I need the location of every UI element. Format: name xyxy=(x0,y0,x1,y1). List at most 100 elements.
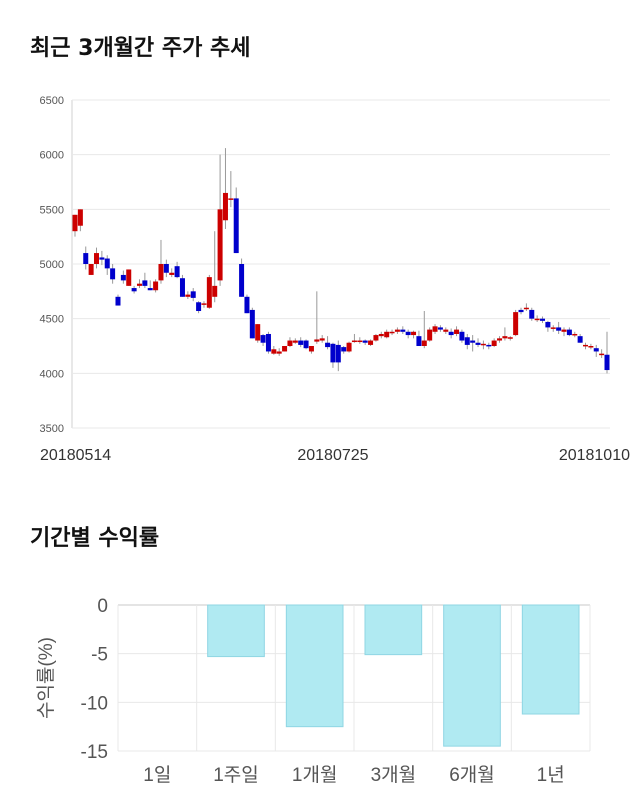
price-trend-title: 최근 3개월간 주가 추세 xyxy=(30,36,251,61)
candle-body xyxy=(77,209,83,226)
x-category-label: 1주일 xyxy=(213,764,259,786)
y-tick-label: -10 xyxy=(81,693,108,714)
candle-body xyxy=(282,346,288,352)
y-tick-label: -5 xyxy=(91,645,108,666)
candlestick-chart: 6500 6000 5500 5000 4500 4000 3500 20180514 2018… xyxy=(40,95,631,464)
candle-body xyxy=(228,198,234,200)
candle-body xyxy=(185,294,191,297)
candle-body xyxy=(373,335,379,341)
candle-body xyxy=(389,331,395,334)
candle-body xyxy=(518,309,524,313)
x-category-label: 6개월 xyxy=(449,764,495,786)
y-tick-label: 0 xyxy=(97,596,108,617)
candle-body xyxy=(368,340,374,345)
return-bar xyxy=(285,604,344,728)
candle-body xyxy=(491,340,497,346)
returns-title: 기간별 수익률 xyxy=(30,526,160,551)
candle-body xyxy=(174,266,180,278)
candle-body xyxy=(593,348,599,352)
candle-body xyxy=(222,192,228,221)
y-tick-label: 5000 xyxy=(40,259,64,271)
y-axis-label: 수익률(%) xyxy=(35,637,57,719)
candle-body xyxy=(432,326,438,332)
candle-body xyxy=(454,329,460,334)
candle-body xyxy=(604,354,610,371)
x-tick-label: 20180514 xyxy=(40,447,111,464)
candle-body xyxy=(249,309,255,339)
candle-body xyxy=(190,291,196,298)
candle-body xyxy=(153,281,159,291)
y-tick-label: 4500 xyxy=(40,314,64,326)
candle-body xyxy=(335,344,341,363)
return-bar xyxy=(521,604,580,715)
candle-body xyxy=(502,336,508,339)
candle-body xyxy=(362,340,368,343)
candle-body xyxy=(556,327,562,331)
candle-body xyxy=(233,198,239,254)
candle-body xyxy=(217,209,223,281)
candle-body xyxy=(147,288,153,291)
candle-body xyxy=(319,338,325,341)
y-tick-label: 5500 xyxy=(40,204,64,216)
candle-body xyxy=(120,274,126,281)
candle-body xyxy=(239,264,245,297)
candle-body xyxy=(599,353,605,356)
candle-body xyxy=(136,283,142,286)
candle-body xyxy=(298,340,304,345)
candle-body xyxy=(384,331,390,338)
candle-body xyxy=(464,337,470,345)
candle-body xyxy=(330,343,336,363)
x-category-label: 1년 xyxy=(537,764,565,786)
candle-body xyxy=(459,331,465,341)
candle-body xyxy=(572,333,578,336)
candle-body xyxy=(131,288,137,292)
x-tick-label: 20181010 xyxy=(559,447,630,464)
candle-body xyxy=(421,340,427,346)
return-bar xyxy=(207,604,265,658)
candle-body xyxy=(314,339,320,342)
candle-body xyxy=(83,253,89,264)
x-category-label: 3개월 xyxy=(371,764,417,786)
candle-body xyxy=(405,331,411,336)
candle-body xyxy=(206,277,212,308)
return-bar xyxy=(364,604,423,656)
candle-body xyxy=(437,327,443,330)
candle-body xyxy=(475,342,481,345)
candle-body xyxy=(163,264,169,273)
candle-body xyxy=(540,318,546,321)
candle-body xyxy=(158,264,164,281)
x-tick-label: 20180725 xyxy=(297,447,368,464)
candle-body xyxy=(271,349,277,354)
candle-body xyxy=(448,331,454,336)
candle-body xyxy=(523,307,529,310)
candle-body xyxy=(346,342,352,352)
candle-body xyxy=(255,324,261,341)
candle-body xyxy=(577,336,583,343)
x-category-label: 1개월 xyxy=(292,764,338,786)
candle-body xyxy=(513,312,519,336)
candle-body xyxy=(308,346,314,352)
candle-body xyxy=(265,333,271,352)
candle-body xyxy=(115,296,121,306)
candle-body xyxy=(411,331,417,336)
candle-body xyxy=(566,329,572,336)
candle-body xyxy=(534,318,540,321)
candle-body xyxy=(486,344,492,347)
y-tick-label: -15 xyxy=(81,742,108,763)
candle-body xyxy=(357,340,363,343)
y-tick-label: 6000 xyxy=(40,150,64,162)
candle-body xyxy=(561,329,567,332)
candle-body xyxy=(550,327,556,329)
candle-body xyxy=(351,340,357,343)
candle-body xyxy=(497,338,503,341)
candle-body xyxy=(88,264,94,275)
candle-body xyxy=(276,351,282,354)
candle-body xyxy=(480,343,486,346)
candle-body xyxy=(142,280,148,286)
candle-body xyxy=(400,329,406,332)
candle-body xyxy=(443,329,449,332)
candle-body xyxy=(583,344,589,347)
candle-body xyxy=(545,321,551,328)
candle-body xyxy=(341,347,347,352)
candle-body xyxy=(196,302,202,312)
